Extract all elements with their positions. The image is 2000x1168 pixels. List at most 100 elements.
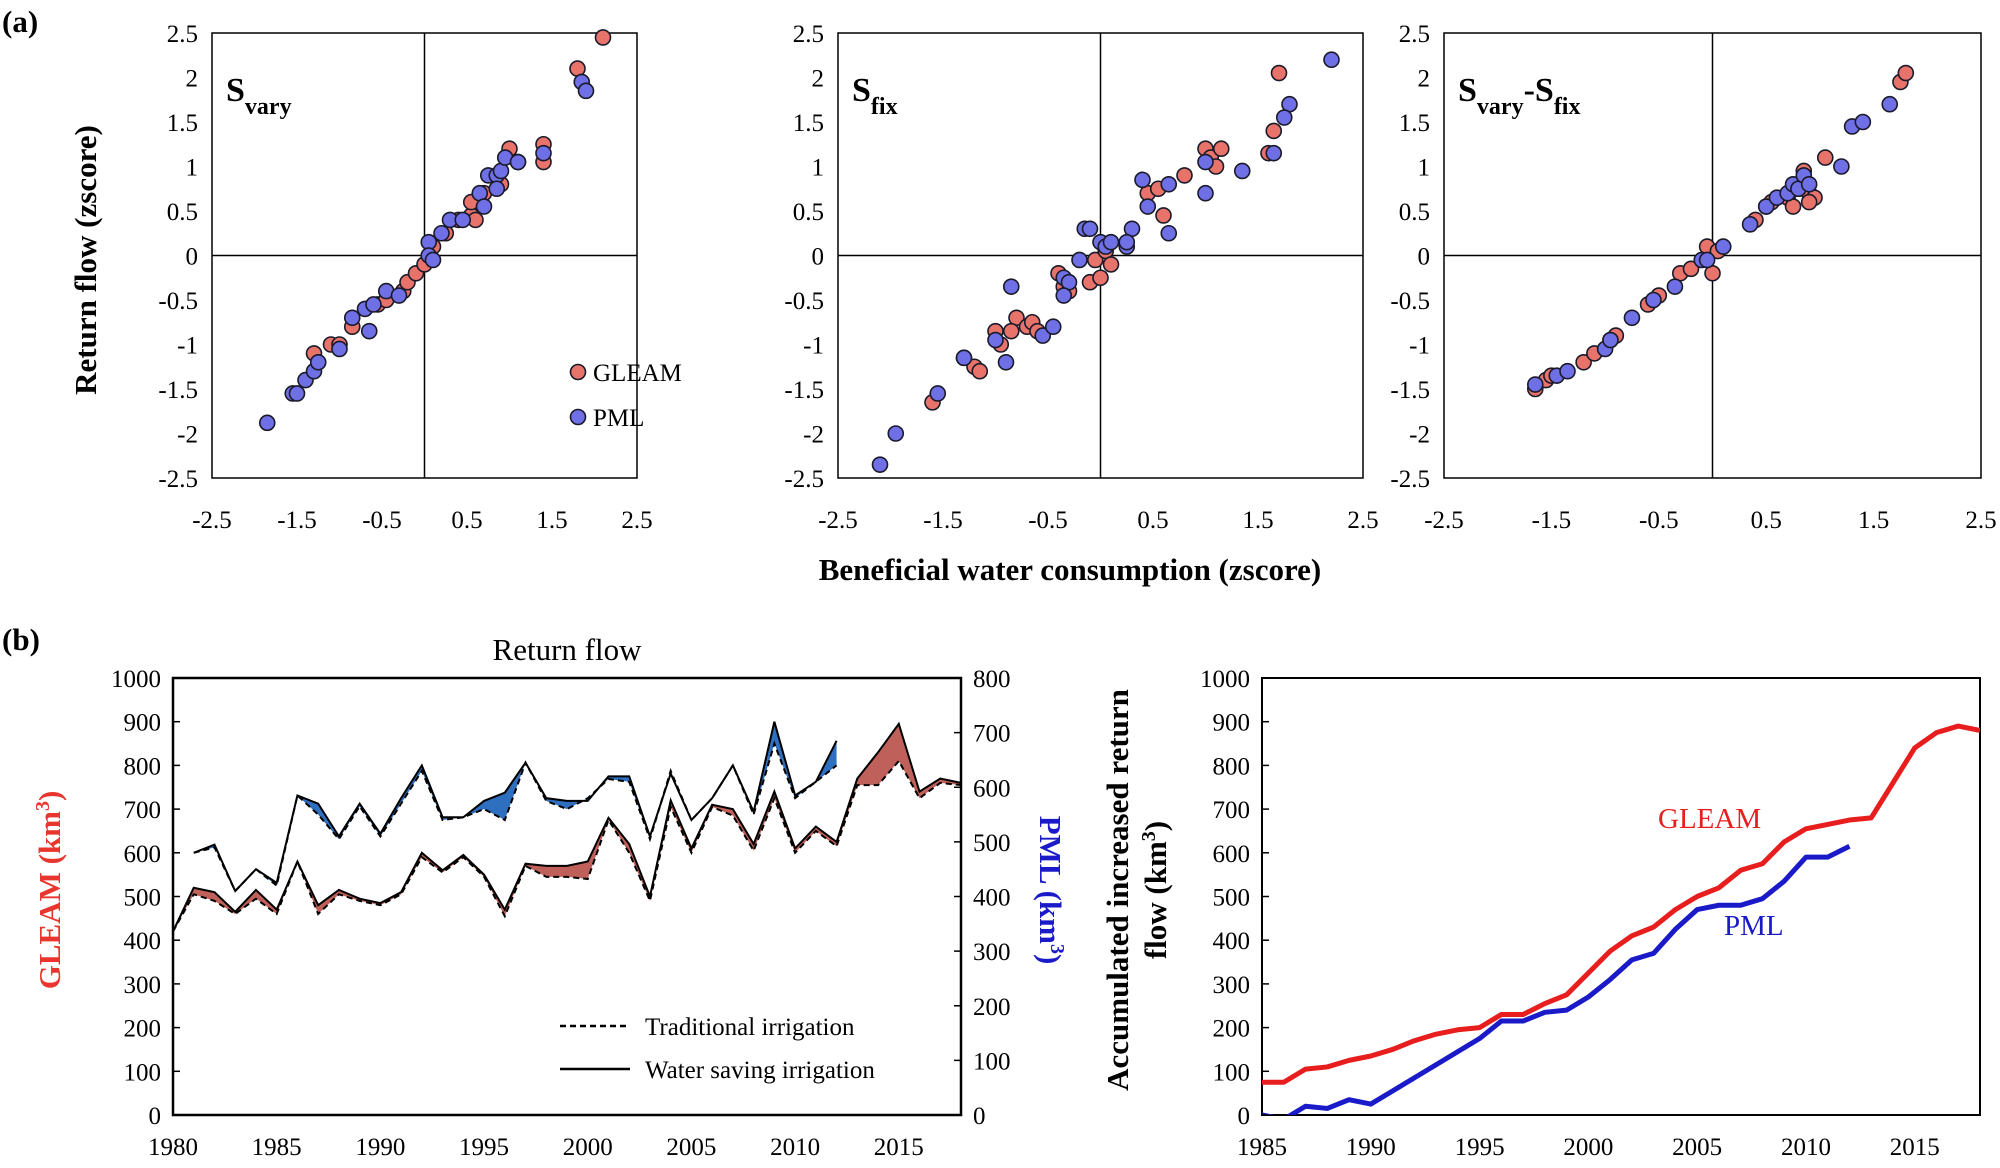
y-tick-label-left: 200 [124, 1016, 162, 1043]
x-tick-label: 2010 [770, 1134, 820, 1161]
pml-point [1197, 184, 1214, 202]
pml-point [1265, 144, 1283, 162]
legend-pml-label: PML [593, 405, 644, 432]
legend-pml-marker [569, 408, 587, 426]
pml-point [1741, 216, 1759, 233]
pml-point [1102, 233, 1120, 251]
y-tick-label: 2 [186, 66, 199, 93]
gleam-traditional-line [172, 759, 962, 932]
x-tick-label: 1985 [1237, 1134, 1287, 1161]
pml-point [365, 296, 382, 313]
pml-point [1160, 224, 1178, 242]
pml-point [1002, 278, 1020, 295]
gleam-point [1682, 260, 1700, 278]
area-y-axis-right-title: PML (km3) [1033, 816, 1068, 965]
x-tick-label: 1.5 [1858, 507, 1889, 534]
legend-traditional-label: Traditional irrigation [645, 1014, 855, 1041]
pml-traditional-line [193, 740, 838, 893]
pml-point [929, 385, 947, 402]
y-tick-label: -1.5 [158, 377, 198, 404]
panel-title: Svary-Sfix [1458, 72, 1580, 120]
area-y-axis-left-title: GLEAM (km3) [32, 791, 67, 990]
pml-water-saving-line [193, 721, 838, 893]
x-tick-label: -1.5 [277, 507, 317, 534]
x-tick-label: 2000 [563, 1134, 613, 1161]
y-tick-label: -0.5 [784, 288, 824, 315]
y-tick-label: 500 [1213, 885, 1251, 912]
pml-point [488, 180, 506, 198]
line-label-pml: PML [1724, 910, 1784, 942]
pml-point [258, 414, 276, 432]
legend-gleam-marker [569, 363, 587, 381]
y-tick-label: 0 [1238, 1103, 1251, 1130]
pml-point [1800, 176, 1818, 193]
y-tick-label: 1.5 [1399, 110, 1430, 137]
x-tick-label: 2.5 [1347, 507, 1378, 534]
x-tick-label: -2.5 [1424, 507, 1464, 534]
pml-point [1055, 287, 1073, 304]
x-tick-label: -0.5 [1028, 507, 1068, 534]
gleam-point [971, 362, 989, 380]
y-tick-label: 0 [186, 244, 199, 271]
x-tick-label: 2.5 [621, 507, 652, 534]
pml-point [475, 198, 493, 215]
pml-point [1881, 95, 1899, 113]
pml-point [1623, 309, 1641, 327]
pml-point [1666, 278, 1684, 295]
scatter-panel-svary: 2.5 2 1.5 1 0.5 0 -0.5 -1 -1.5 -2 -2.5 -2.5 -1.5 -0.5… [158, 21, 681, 534]
x-tick-label: 0.5 [451, 507, 482, 534]
y-tick-label-left: 900 [124, 710, 162, 737]
pml-point [577, 82, 595, 100]
pml-point [955, 349, 973, 367]
y-tick-label: 1 [186, 155, 199, 182]
gleam-accumulated-line [1262, 723, 1980, 1085]
pml-point [454, 211, 472, 229]
y-tick-label: 300 [1213, 972, 1251, 999]
x-tick-label: -2.5 [192, 507, 232, 534]
y-tick-label: -0.5 [1390, 288, 1430, 315]
y-tick-label-right: 300 [973, 939, 1011, 966]
x-tick-label: 2015 [874, 1134, 924, 1161]
y-tick-label: 2.5 [1399, 21, 1430, 48]
pml-point [1854, 113, 1872, 131]
area-chart-title: Return flow [493, 632, 643, 667]
scatter-y-axis-title: Return flow (zscore) [68, 125, 103, 395]
gleam-point [1270, 64, 1288, 82]
pml-point [1034, 327, 1052, 344]
y-tick-label-right: 700 [973, 721, 1011, 748]
gleam-point [1265, 122, 1283, 140]
y-tick-label-left: 600 [124, 841, 162, 868]
scatter-panel-svary-sfix: 2.5 2 1.5 1 0.5 0 -0.5 -1 -1.5 -2 -2.5 -2.5 -1.5 -0.5… [1390, 21, 1996, 534]
panel-label-b: (b) [2, 622, 40, 657]
pml-point [1160, 176, 1178, 193]
x-tick-label: 1980 [148, 1134, 198, 1161]
panel-label-a: (a) [2, 4, 38, 39]
y-tick-label: 600 [1213, 841, 1251, 868]
pml-difference-area [193, 721, 837, 892]
pml-point [1602, 331, 1619, 349]
pml-point [1071, 251, 1088, 269]
x-tick-label: -1.5 [1532, 507, 1572, 534]
y-tick-label: 1 [812, 155, 825, 182]
gleam-point [1002, 322, 1020, 340]
x-tick-label: 1995 [1455, 1134, 1505, 1161]
pml-point [360, 322, 378, 340]
y-tick-label: -1 [1409, 333, 1430, 360]
y-tick-label-right: 200 [973, 994, 1011, 1021]
x-tick-label: -0.5 [362, 507, 402, 534]
y-tick-label: 100 [1213, 1059, 1251, 1086]
gleam-point [1897, 64, 1915, 82]
pml-point [887, 425, 905, 442]
y-tick-label-right: 100 [973, 1048, 1011, 1075]
return-flow-area-chart: 0 100 200 300 400 500 600 700 800 900 1000 0 100 200 3… [111, 666, 1011, 1161]
y-tick-label: -2 [803, 422, 824, 449]
pml-point [309, 353, 327, 371]
gleam-point [1575, 353, 1592, 371]
x-tick-label: 1.5 [536, 507, 567, 534]
y-tick-label: -2.5 [158, 466, 198, 493]
y-tick-label: 1000 [1200, 666, 1250, 693]
y-tick-label-left: 100 [124, 1059, 162, 1086]
area-chart-legend: Traditional irrigation Water saving irri… [560, 1014, 875, 1084]
plot-frame [171, 676, 963, 1117]
x-tick-label: 1985 [252, 1134, 302, 1161]
